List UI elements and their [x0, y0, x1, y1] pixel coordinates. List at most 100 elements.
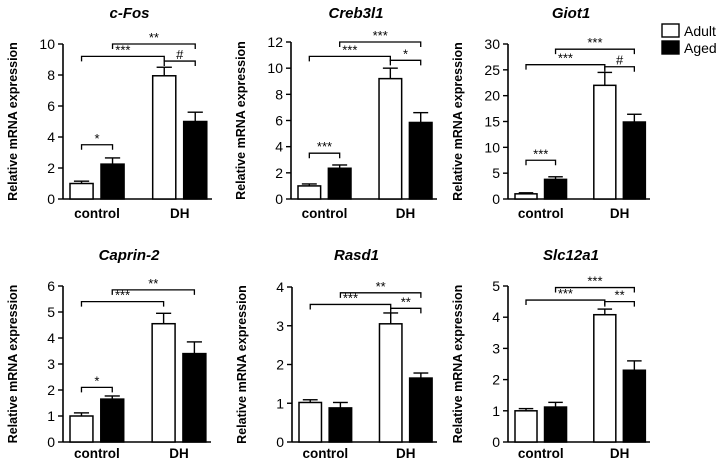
panel-title: Slc12a1: [543, 247, 599, 264]
significance-label: ***: [343, 290, 358, 305]
category-label: DH: [396, 446, 416, 461]
category-label: control: [302, 206, 348, 221]
significance-bracket: [80, 144, 114, 150]
significance-label: **: [148, 276, 158, 291]
significance-label: ***: [558, 51, 573, 66]
bar-control-aged: [543, 178, 568, 200]
y-tick-label: 5: [492, 278, 500, 294]
category-label: DH: [170, 206, 190, 221]
panel-3: Caprin-2 Relative mRNA expression 0 1 2 3 4 5 6 c…: [6, 247, 211, 461]
significance-bracket: [339, 41, 422, 47]
bar-DH-adult: [151, 75, 177, 200]
y-tick-label: 10: [484, 139, 500, 155]
bar-DH-adult: [378, 77, 403, 200]
y-tick-label: 2: [276, 357, 284, 373]
significance-bracket: [604, 300, 636, 307]
y-tick-label: 6: [275, 113, 283, 129]
y-tick-label: 25: [484, 62, 500, 78]
significance-label: #: [176, 47, 184, 62]
legend-label-aged: Aged: [684, 40, 717, 56]
significance-bracket: [390, 307, 422, 314]
y-tick-label: 10: [39, 36, 55, 52]
category-label: control: [518, 206, 564, 221]
category-label: control: [302, 446, 348, 461]
y-tick-label: 8: [47, 67, 55, 83]
significance-bracket: [554, 48, 636, 55]
significance-label: ***: [317, 139, 332, 154]
y-tick-label: 3: [276, 318, 284, 334]
y-tick-label: 5: [47, 304, 55, 320]
y-tick-label: 0: [47, 434, 55, 450]
panel-title: Rasd1: [334, 247, 379, 264]
y-tick-label: 20: [484, 88, 500, 104]
bar-DH-aged: [408, 377, 433, 443]
category-label: control: [74, 446, 120, 461]
significance-label: ***: [373, 28, 388, 43]
significance-bracket: [339, 292, 422, 298]
y-tick-label: 4: [276, 279, 284, 295]
bar-control-aged: [543, 406, 568, 443]
bar-control-aged: [100, 398, 125, 443]
significance-label: *: [403, 46, 408, 61]
y-tick-label: 15: [484, 114, 500, 130]
bar-control-aged: [327, 167, 352, 200]
panel-5: Slc12a1 Relative mRNA expression 0 1 2 3 4 5 con…: [451, 247, 650, 461]
legend-swatch-aged: [661, 40, 680, 55]
panel-2: Giot1 Relative mRNA expression 0 5 10 15 20 25 3…: [451, 5, 650, 221]
category-label: control: [518, 446, 564, 461]
y-tick-label: 2: [275, 165, 283, 181]
significance-bracket: [308, 55, 391, 62]
y-axis-label: Relative mRNA expression: [451, 285, 465, 444]
significance-label: **: [376, 279, 386, 294]
significance-bracket: [80, 55, 165, 62]
y-axis-label: Relative mRNA expression: [6, 42, 20, 201]
bar-DH-aged: [408, 121, 433, 200]
y-tick-label: 1: [492, 403, 500, 419]
y-tick-label: 3: [47, 356, 55, 372]
y-tick-label: 1: [47, 408, 55, 424]
significance-label: **: [615, 288, 625, 303]
significance-bracket: [308, 152, 341, 159]
y-axis-label: Relative mRNA expression: [235, 285, 249, 444]
category-label: DH: [169, 446, 189, 461]
panel-title: Giot1: [552, 5, 590, 22]
panel-title: c-Fos: [109, 5, 149, 22]
significance-label: ***: [587, 35, 602, 50]
significance-label: #: [616, 53, 624, 68]
bar-control-adult: [69, 415, 94, 443]
y-tick-label: 0: [275, 191, 283, 207]
bar-DH-aged: [622, 369, 647, 443]
significance-label: *: [94, 373, 99, 388]
bar-control-aged: [328, 407, 353, 443]
bar-DH-adult: [593, 84, 617, 200]
bar-DH-adult: [151, 322, 176, 443]
panel-1: Creb3l1 Relative mRNA expression 0 2 4 6 8 10 12…: [234, 5, 437, 221]
significance-bracket: [111, 43, 196, 49]
panel-title: Caprin-2: [99, 247, 161, 264]
y-tick-label: 2: [47, 160, 55, 176]
bar-control-aged: [100, 163, 125, 200]
significance-bracket: [309, 303, 392, 310]
significance-bracket: [604, 66, 636, 72]
y-tick-label: 10: [267, 60, 283, 76]
significance-bracket: [80, 386, 113, 393]
y-tick-label: 6: [47, 278, 55, 294]
y-tick-label: 4: [275, 139, 283, 155]
significance-label: **: [401, 294, 411, 309]
panel-4: Rasd1 Relative mRNA expression 0 1 2 3 4 contro…: [235, 247, 437, 461]
legend-swatch-adult: [661, 23, 680, 38]
bar-DH-aged: [622, 121, 647, 200]
significance-label: ***: [342, 42, 357, 57]
category-label: DH: [610, 206, 630, 221]
y-tick-label: 4: [492, 309, 500, 325]
bar-control-adult: [297, 185, 322, 200]
y-axis-label: Relative mRNA expression: [6, 285, 20, 444]
bar-control-adult: [298, 401, 323, 443]
significance-bracket: [389, 59, 422, 66]
significance-bracket: [554, 286, 636, 293]
significance-label: ***: [533, 146, 548, 161]
panel-0: c-Fos Relative mRNA expression 0 2 4 6 8 10 cont…: [6, 5, 212, 221]
bar-control-adult: [514, 410, 538, 443]
y-tick-label: 1: [276, 395, 284, 411]
